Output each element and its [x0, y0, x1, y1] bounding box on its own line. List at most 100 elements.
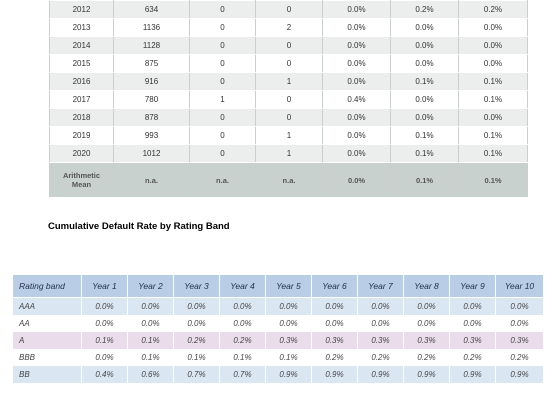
rated-count-cell: 1128: [113, 36, 190, 55]
count-cell: 0: [189, 18, 256, 37]
table-row: 2019 993 0 1 0.0% 0.1% 0.1%: [49, 126, 528, 145]
header-year: Year 1: [81, 274, 128, 298]
rating-band-table: Rating band Year 1 Year 2 Year 3 Year 4 …: [12, 274, 544, 383]
rate-cell: 0.0%: [322, 126, 391, 145]
rate-cell: 0.1%: [458, 126, 528, 145]
count-cell: 0: [189, 108, 256, 127]
rate-cell: 0.0%: [458, 54, 528, 73]
count-cell: 0: [255, 108, 323, 127]
year-cell: 2012: [49, 0, 114, 19]
rate-cell: 0.0%: [495, 315, 544, 332]
mean-label-line2: Mean: [71, 180, 92, 189]
rate-cell: 0.4%: [322, 90, 391, 109]
table-row: 2014 1128 0 0 0.0% 0.0% 0.0%: [49, 36, 528, 55]
table-row: AAA 0.0% 0.0% 0.0% 0.0% 0.0% 0.0% 0.0% 0…: [12, 297, 544, 315]
rate-cell: 0.9%: [403, 366, 450, 383]
rate-cell: 0.0%: [127, 315, 174, 332]
rate-cell: 0.1%: [219, 349, 266, 366]
table-row: 2012 634 0 0 0.0% 0.2% 0.2%: [49, 0, 528, 19]
rate-cell: 0.2%: [357, 349, 404, 366]
rate-cell: 0.0%: [449, 315, 496, 332]
year-cell: 2015: [49, 54, 114, 73]
rate-cell: 0.0%: [81, 349, 128, 366]
rate-cell: 0.4%: [81, 366, 128, 383]
mean-cell: n.a.: [255, 162, 323, 198]
rated-count-cell: 1136: [113, 18, 190, 37]
count-cell: 0: [189, 54, 256, 73]
mean-label-cell: Arithmetic Mean: [49, 162, 114, 198]
rate-cell: 0.2%: [495, 349, 544, 366]
rated-count-cell: 1012: [113, 144, 190, 163]
rate-cell: 0.0%: [390, 54, 459, 73]
rate-cell: 0.3%: [449, 332, 496, 349]
rated-count-cell: 634: [113, 0, 190, 19]
header-year: Year 3: [173, 274, 220, 298]
rate-cell: 0.1%: [458, 72, 528, 91]
rate-cell: 0.0%: [311, 315, 358, 332]
rate-cell: 0.1%: [265, 349, 312, 366]
rate-cell: 0.0%: [81, 315, 128, 332]
rating-band-cell: BBB: [12, 349, 82, 366]
rate-cell: 0.2%: [311, 349, 358, 366]
table-row: 2017 780 1 0 0.4% 0.0% 0.1%: [49, 90, 528, 109]
rate-cell: 0.0%: [219, 315, 266, 332]
rate-cell: 0.1%: [81, 332, 128, 349]
rate-cell: 0.0%: [390, 108, 459, 127]
rating-band-cell: A: [12, 332, 82, 349]
rate-cell: 0.7%: [219, 366, 266, 383]
rate-cell: 0.0%: [357, 315, 404, 332]
count-cell: 1: [189, 90, 256, 109]
year-cell: 2019: [49, 126, 114, 145]
table-row: 2018 878 0 0 0.0% 0.0% 0.0%: [49, 108, 528, 127]
count-cell: 2: [255, 18, 323, 37]
rate-cell: 0.0%: [173, 315, 220, 332]
rating-band-cell: AAA: [12, 297, 82, 315]
rated-count-cell: 780: [113, 90, 190, 109]
header-year: Year 8: [403, 274, 450, 298]
rate-cell: 0.3%: [265, 332, 312, 349]
rate-cell: 0.3%: [357, 332, 404, 349]
rate-cell: 0.0%: [219, 297, 266, 315]
mean-cell: 0.0%: [322, 162, 391, 198]
rate-cell: 0.0%: [495, 297, 544, 315]
table-row: 2016 916 0 1 0.0% 0.1% 0.1%: [49, 72, 528, 91]
year-cell: 2017: [49, 90, 114, 109]
rate-cell: 0.2%: [449, 349, 496, 366]
rate-cell: 0.0%: [127, 297, 174, 315]
rating-band-cell: AA: [12, 315, 82, 332]
rate-cell: 0.0%: [458, 108, 528, 127]
count-cell: 1: [255, 72, 323, 91]
arithmetic-mean-row: Arithmetic Mean n.a. n.a. n.a. 0.0% 0.1%…: [49, 162, 528, 198]
rate-cell: 0.3%: [495, 332, 544, 349]
rate-cell: 0.0%: [458, 36, 528, 55]
rate-cell: 0.0%: [403, 315, 450, 332]
rate-cell: 0.0%: [322, 36, 391, 55]
rate-cell: 0.7%: [173, 366, 220, 383]
rate-cell: 0.6%: [127, 366, 174, 383]
rate-cell: 0.0%: [322, 144, 391, 163]
rate-cell: 0.0%: [357, 297, 404, 315]
rate-cell: 0.0%: [322, 108, 391, 127]
mean-label-line1: Arithmetic: [62, 171, 101, 180]
rate-cell: 0.2%: [219, 332, 266, 349]
rated-count-cell: 916: [113, 72, 190, 91]
count-cell: 0: [189, 72, 256, 91]
table-row: 2020 1012 0 1 0.0% 0.1% 0.1%: [49, 144, 528, 163]
count-cell: 0: [189, 36, 256, 55]
table-row: BBB 0.0% 0.1% 0.1% 0.1% 0.1% 0.2% 0.2% 0…: [12, 349, 544, 366]
rated-count-cell: 993: [113, 126, 190, 145]
rate-cell: 0.1%: [127, 349, 174, 366]
count-cell: 0: [255, 0, 323, 19]
rate-cell: 0.1%: [390, 144, 459, 163]
header-year: Year 9: [449, 274, 496, 298]
year-cell: 2018: [49, 108, 114, 127]
count-cell: 0: [255, 36, 323, 55]
count-cell: 0: [189, 0, 256, 19]
table-row: 2013 1136 0 2 0.0% 0.0% 0.0%: [49, 18, 528, 37]
header-year: Year 6: [311, 274, 358, 298]
rate-cell: 0.0%: [265, 315, 312, 332]
header-year: Year 5: [265, 274, 312, 298]
rate-cell: 0.2%: [458, 0, 528, 19]
year-cell: 2013: [49, 18, 114, 37]
rate-cell: 0.0%: [311, 297, 358, 315]
